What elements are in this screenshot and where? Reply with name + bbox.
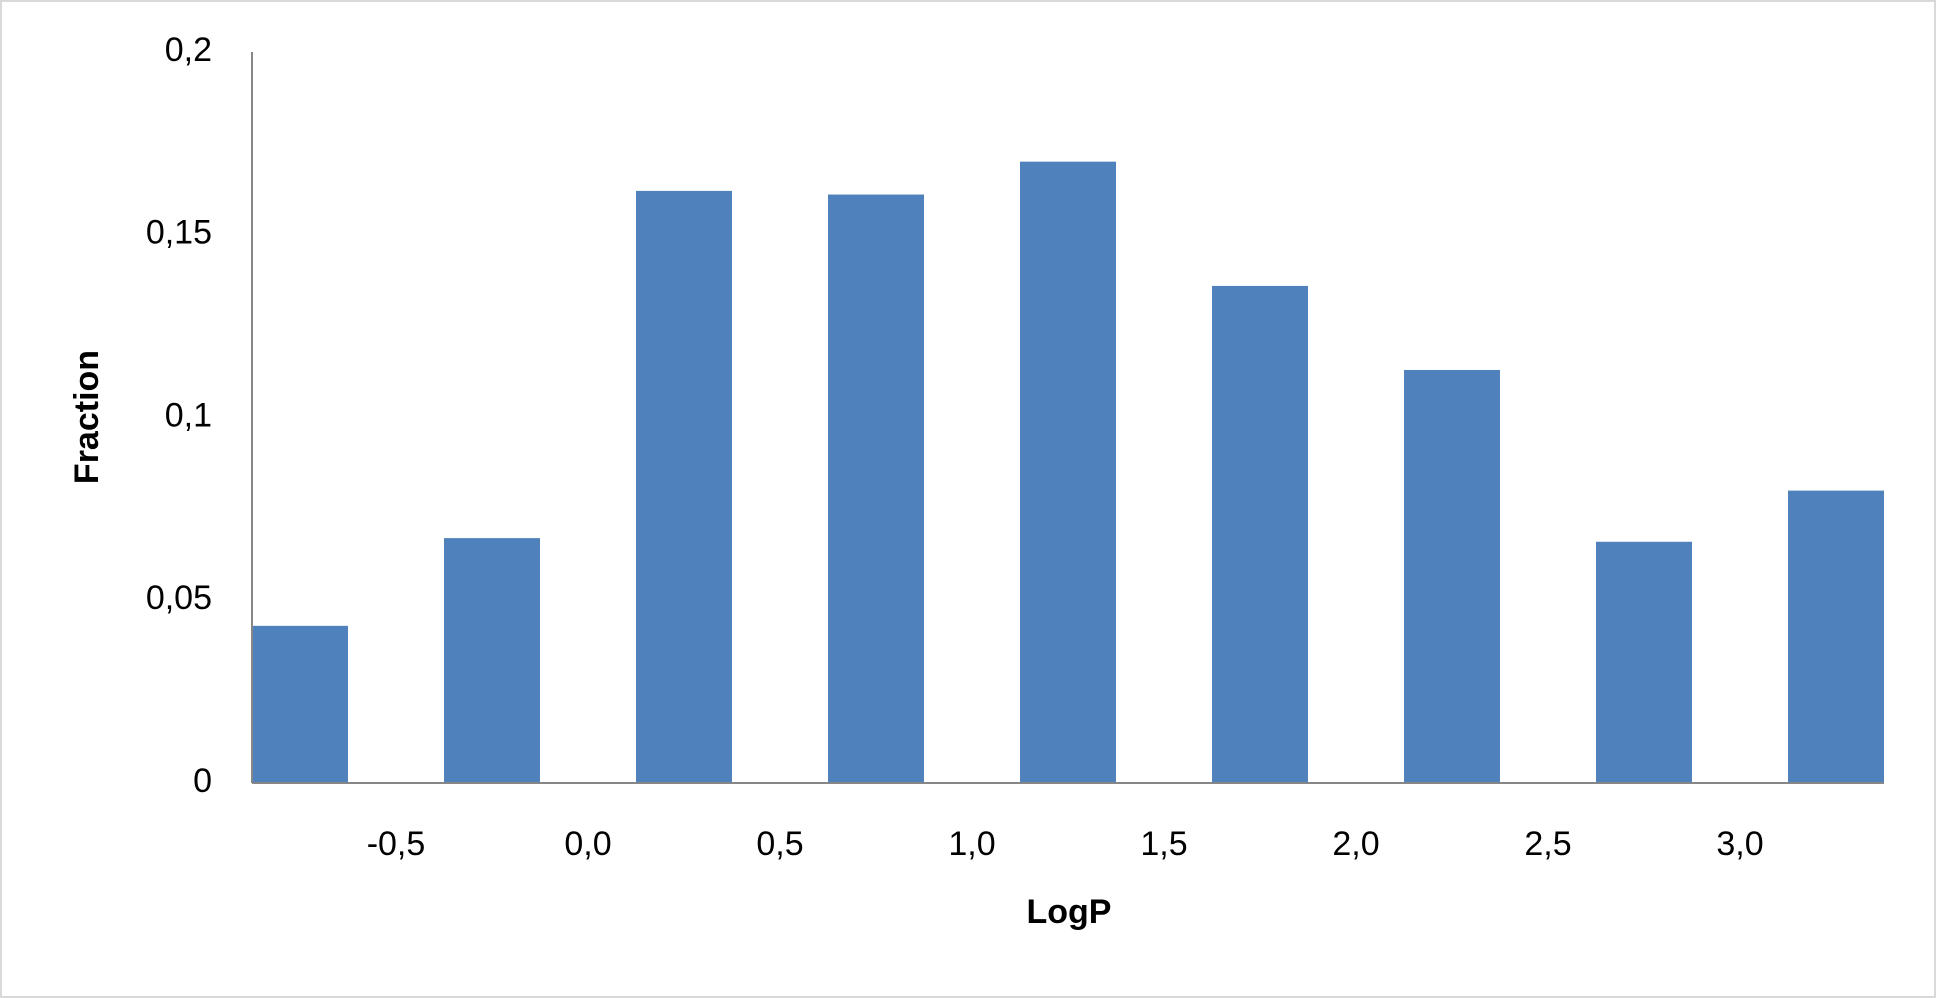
x-tick-label: 1,5 bbox=[1140, 825, 1187, 863]
bar bbox=[636, 190, 732, 783]
x-tick-label: 1,0 bbox=[948, 825, 995, 863]
bar bbox=[444, 538, 540, 783]
x-tick-label: 3,0 bbox=[1716, 825, 1763, 863]
bar bbox=[252, 625, 348, 783]
y-tick-label: 0,05 bbox=[146, 579, 212, 617]
x-tick-label: -0,5 bbox=[367, 825, 426, 863]
y-axis-title: Fraction bbox=[68, 350, 106, 484]
y-tick-label: 0,15 bbox=[146, 214, 212, 252]
y-tick-label: 0,2 bbox=[165, 31, 212, 69]
bar bbox=[1596, 541, 1692, 783]
x-tick-label: 0,0 bbox=[564, 825, 611, 863]
x-tick-label: 0,5 bbox=[756, 825, 803, 863]
x-tick-label: 2,5 bbox=[1524, 825, 1571, 863]
x-axis-title: LogP bbox=[1027, 893, 1112, 931]
y-tick-label: 0 bbox=[193, 762, 212, 800]
bar bbox=[1212, 285, 1308, 783]
bar bbox=[1404, 369, 1500, 783]
x-tick-label: 2,0 bbox=[1332, 825, 1379, 863]
bar bbox=[1788, 490, 1884, 783]
bar bbox=[828, 194, 924, 784]
bar bbox=[1020, 161, 1116, 783]
y-tick-label: 0,1 bbox=[165, 396, 212, 434]
